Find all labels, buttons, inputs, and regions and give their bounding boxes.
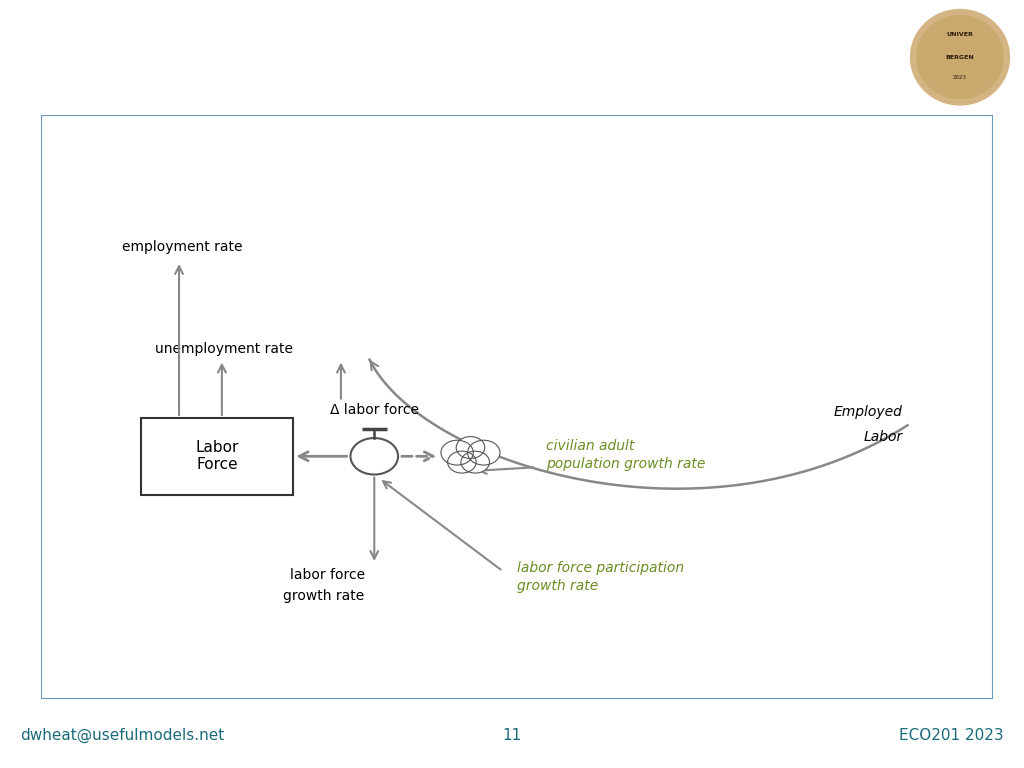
Text: 2023: 2023 [953, 75, 967, 81]
Text: growth rate: growth rate [517, 579, 598, 593]
Text: dwheat@usefulmodels.net: dwheat@usefulmodels.net [20, 728, 224, 743]
Text: 11: 11 [503, 728, 521, 743]
Text: UNIVER: UNIVER [946, 32, 974, 37]
Text: Model: Model [435, 79, 507, 104]
Text: employment rate: employment rate [122, 240, 243, 254]
Text: unemployment rate: unemployment rate [156, 342, 293, 356]
Circle shape [461, 451, 489, 473]
Text: Employed: Employed [834, 406, 903, 419]
Circle shape [441, 440, 473, 465]
Circle shape [918, 16, 1004, 99]
Circle shape [447, 451, 476, 473]
Circle shape [456, 436, 484, 458]
Text: Labor
Force: Labor Force [196, 440, 239, 472]
Text: ECO201 2023: ECO201 2023 [899, 728, 1004, 743]
Text: Δ labor force: Δ labor force [330, 403, 419, 417]
Text: civilian adult: civilian adult [546, 439, 634, 452]
Text: labor force participation: labor force participation [517, 561, 684, 574]
Text: BERGEN: BERGEN [945, 55, 975, 60]
Circle shape [468, 440, 500, 465]
Text: Labor: Labor [863, 429, 903, 444]
FancyBboxPatch shape [141, 418, 293, 495]
Text: Unemployment Rate & Employment Rate within LC Sub-: Unemployment Rate & Employment Rate with… [138, 38, 804, 62]
Circle shape [910, 9, 1010, 105]
Circle shape [350, 438, 398, 475]
Text: labor force: labor force [290, 568, 365, 581]
Text: population growth rate: population growth rate [546, 457, 706, 471]
Text: growth rate: growth rate [284, 590, 365, 604]
